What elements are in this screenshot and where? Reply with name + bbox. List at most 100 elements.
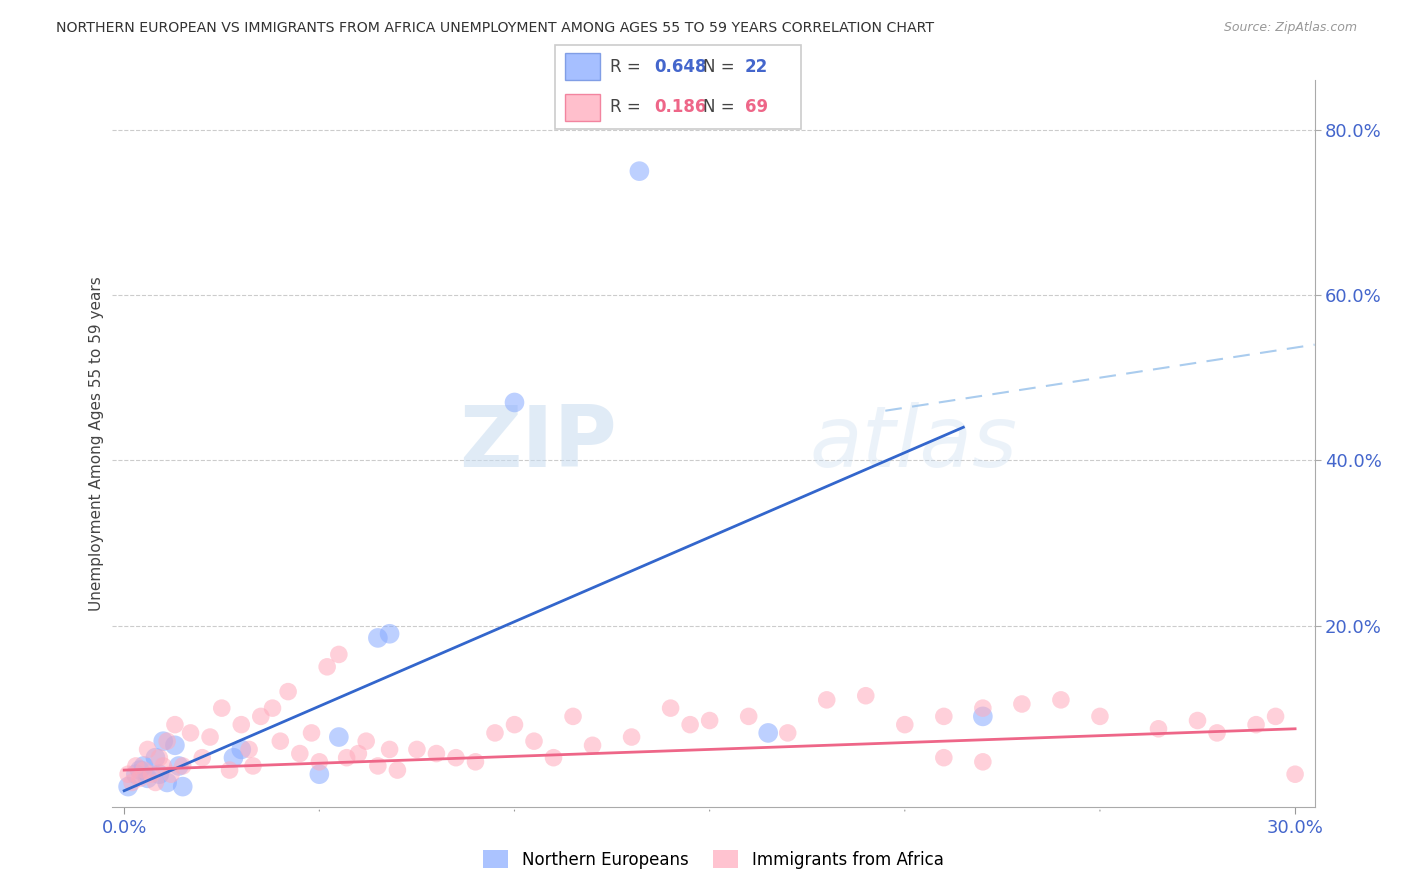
Point (367, 631, 389, 645)
Point (406, 742, 429, 756)
Point (152, 759, 174, 773)
Point (543, 750, 565, 764)
Point (145, 775, 167, 789)
Text: 22: 22 (745, 58, 768, 76)
Point (1264, 709, 1286, 723)
Point (136, 772, 159, 786)
Point (156, 775, 179, 789)
Text: 0.648: 0.648 (654, 58, 706, 76)
Point (367, 759, 389, 773)
Point (378, 742, 401, 756)
Point (659, 701, 682, 715)
Point (160, 767, 183, 781)
Point (277, 684, 299, 698)
Point (679, 717, 702, 731)
Point (211, 701, 233, 715)
Legend: Northern Europeans, Immigrants from Africa: Northern Europeans, Immigrants from Afri… (477, 844, 950, 875)
Point (855, 689, 877, 703)
Point (156, 734, 179, 748)
Point (128, 772, 150, 786)
Point (815, 693, 838, 707)
Text: NORTHERN EUROPEAN VS IMMIGRANTS FROM AFRICA UNEMPLOYMENT AMONG AGES 55 TO 59 YEA: NORTHERN EUROPEAN VS IMMIGRANTS FROM AFR… (56, 21, 935, 35)
Point (191, 750, 214, 764)
Point (425, 747, 447, 761)
Point (152, 734, 174, 748)
Point (932, 750, 955, 764)
Point (972, 701, 994, 715)
Point (503, 717, 526, 731)
Point (562, 709, 585, 723)
Point (1011, 697, 1033, 711)
Text: ZIP: ZIP (460, 402, 617, 485)
Point (136, 742, 159, 756)
Point (581, 739, 603, 753)
Point (121, 775, 143, 789)
Point (1206, 726, 1229, 740)
Point (378, 627, 401, 641)
Point (523, 734, 546, 748)
Point (222, 750, 245, 764)
Point (503, 395, 526, 409)
Point (125, 767, 148, 781)
Point (308, 767, 330, 781)
Point (620, 730, 643, 744)
Text: atlas: atlas (810, 402, 1018, 485)
Text: N =: N = (703, 58, 740, 76)
Point (218, 763, 240, 777)
Point (347, 747, 370, 761)
Point (1147, 722, 1170, 736)
Point (1088, 709, 1111, 723)
Point (172, 759, 194, 773)
Text: N =: N = (703, 98, 740, 116)
Point (249, 709, 271, 723)
Point (163, 739, 186, 753)
Point (231, 717, 253, 731)
Point (242, 759, 264, 773)
Point (148, 750, 170, 764)
Text: 0.186: 0.186 (654, 98, 706, 116)
Text: R =: R = (610, 98, 645, 116)
FancyBboxPatch shape (565, 54, 599, 80)
Point (269, 734, 291, 748)
Point (172, 780, 194, 794)
Point (756, 726, 779, 740)
Point (132, 759, 155, 773)
Point (301, 726, 323, 740)
Point (316, 660, 339, 674)
Point (128, 763, 150, 777)
Point (163, 717, 186, 731)
Text: 69: 69 (745, 98, 768, 116)
Point (776, 726, 799, 740)
Point (444, 750, 467, 764)
Point (484, 726, 506, 740)
Point (737, 709, 759, 723)
Point (699, 714, 721, 728)
Point (117, 767, 139, 781)
Point (141, 767, 163, 781)
Point (1284, 767, 1306, 781)
Point (132, 763, 155, 777)
Point (464, 755, 486, 769)
Point (328, 730, 350, 744)
Point (167, 759, 190, 773)
Point (180, 726, 202, 740)
Point (262, 701, 284, 715)
Point (308, 755, 330, 769)
Point (148, 767, 170, 781)
Point (288, 747, 311, 761)
Point (972, 709, 994, 723)
Point (894, 717, 917, 731)
Point (198, 730, 221, 744)
Point (387, 763, 409, 777)
Point (125, 759, 148, 773)
Text: Source: ZipAtlas.com: Source: ZipAtlas.com (1223, 21, 1357, 34)
Point (117, 780, 139, 794)
Point (231, 742, 253, 756)
Point (145, 750, 167, 764)
Point (1187, 714, 1209, 728)
Point (354, 734, 377, 748)
Point (1244, 717, 1267, 731)
Point (336, 750, 359, 764)
Point (932, 709, 955, 723)
FancyBboxPatch shape (555, 45, 801, 129)
